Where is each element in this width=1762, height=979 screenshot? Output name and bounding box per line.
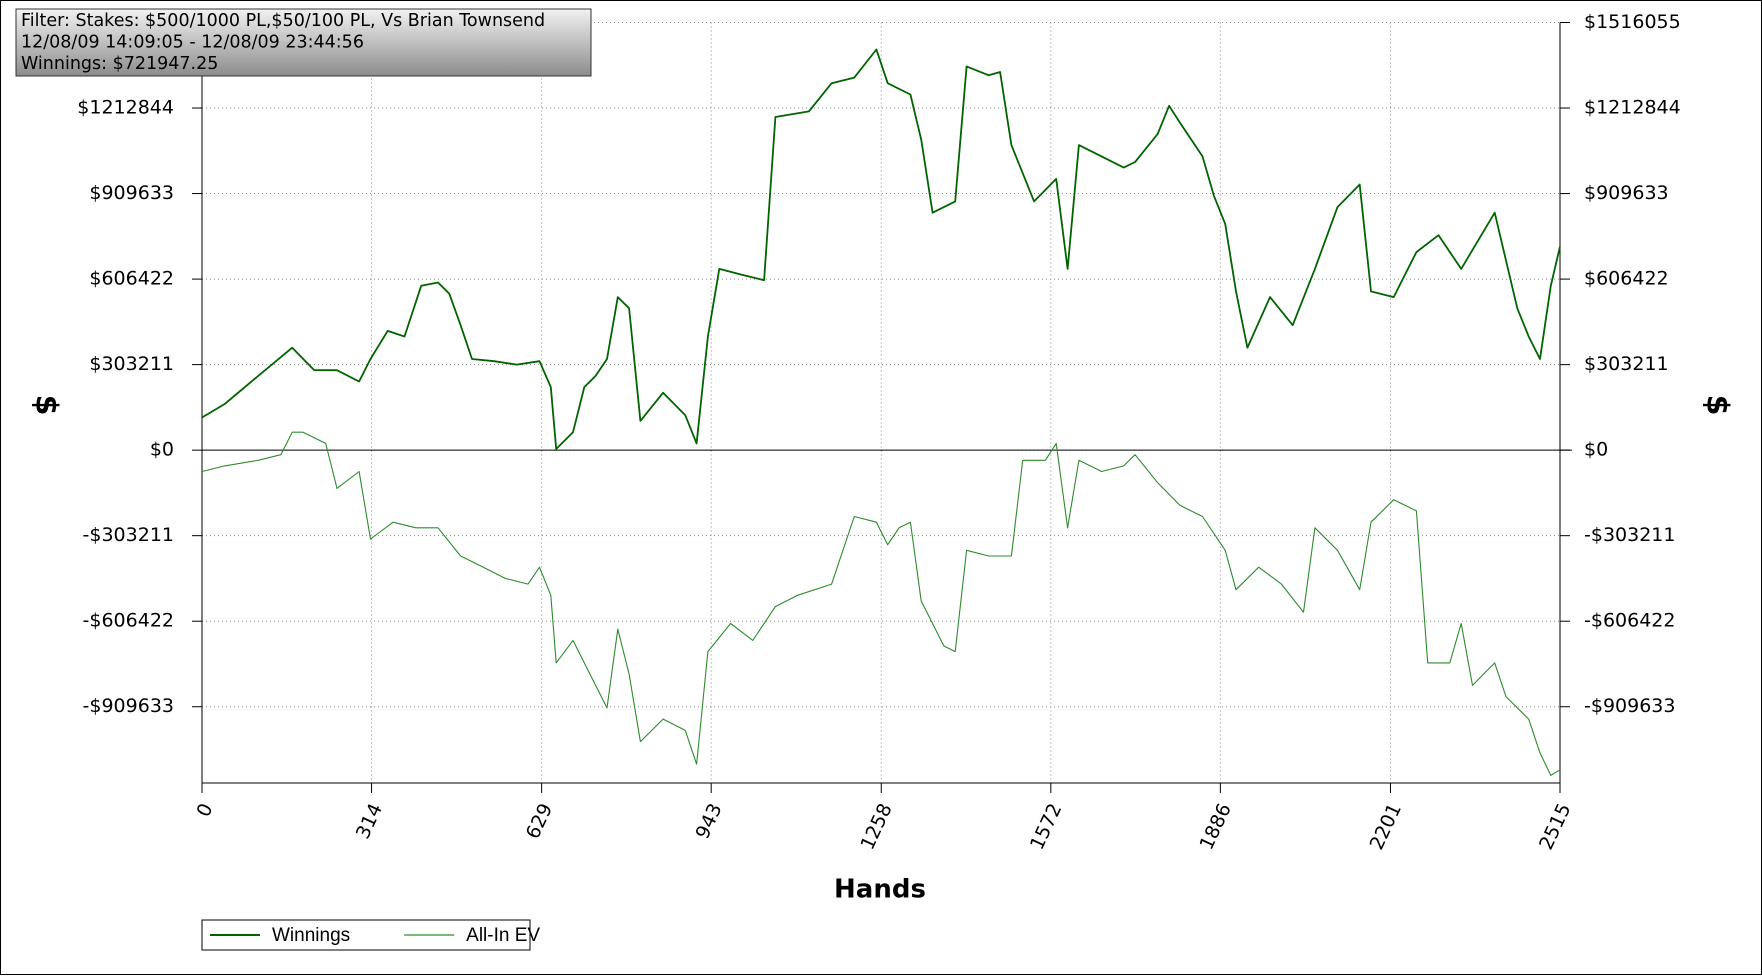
y-tick-label: $0	[150, 439, 174, 461]
y-tick-label: $606422	[89, 268, 174, 290]
y-axis-label: $	[29, 395, 64, 416]
y-tick-label: -$909633	[83, 695, 174, 717]
series-line	[201, 48, 1561, 450]
y-tick-label: $303211	[89, 353, 174, 375]
series-line	[201, 431, 1561, 776]
info-line: 12/08/09 14:09:05 - 12/08/09 23:44:56	[21, 33, 364, 53]
legend-label: All-In EV	[466, 925, 540, 946]
y2-tick-label: $303211	[1584, 353, 1669, 375]
y-tick-label: $1212844	[77, 97, 174, 119]
y2-tick-label: $0	[1584, 439, 1608, 461]
y2-tick-label: $1212844	[1584, 97, 1681, 119]
info-box	[15, 8, 592, 77]
info-line: Winnings: $721947.25	[21, 54, 218, 74]
y2-tick-label: -$606422	[1584, 610, 1675, 632]
y2-tick-label: $606422	[1584, 268, 1669, 290]
legend-label: Winnings	[272, 925, 350, 946]
y-tick-label: -$303211	[83, 524, 174, 546]
x-axis-label: Hands	[834, 875, 926, 905]
info-line: Filter: Stakes: $500/1000 PL,$50/100 PL,…	[21, 11, 545, 31]
y2-tick-label: $1516055	[1584, 11, 1681, 33]
y2-tick-label: -$303211	[1584, 524, 1675, 546]
y-tick-label: $909633	[89, 182, 174, 204]
y2-tick-label: $909633	[1584, 182, 1669, 204]
y-tick-label: -$606422	[83, 610, 174, 632]
y2-tick-label: -$909633	[1584, 695, 1675, 717]
y2-axis-label: $	[1700, 395, 1735, 416]
